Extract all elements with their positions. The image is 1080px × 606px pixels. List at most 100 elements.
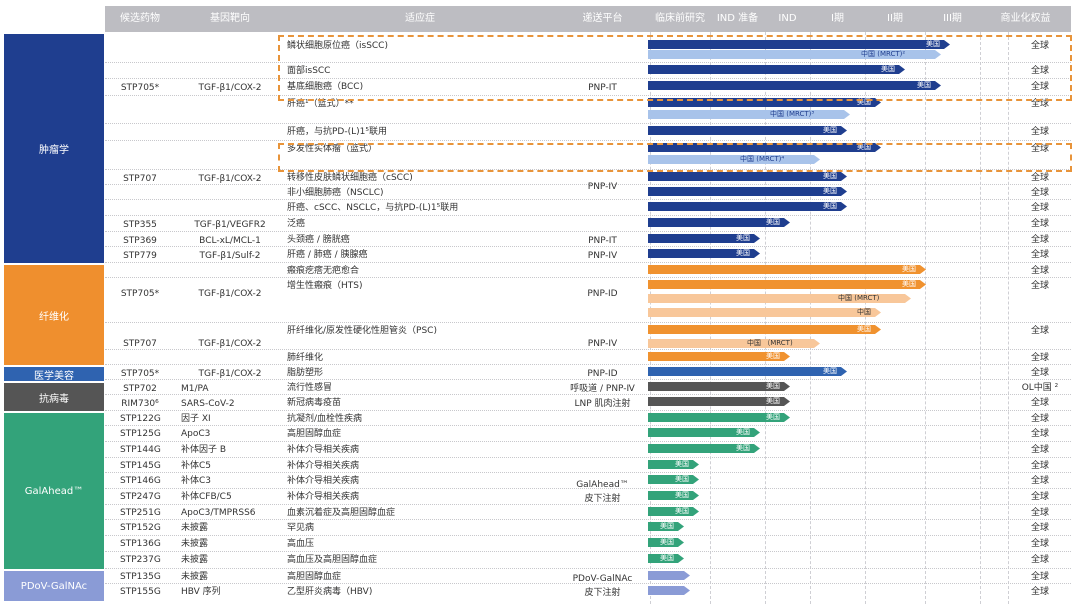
row-divider [105, 425, 1071, 426]
target-name: 补体C3 [181, 476, 212, 486]
progress-bar [648, 234, 760, 243]
indication-label: 高胆固醇血症 [287, 572, 342, 582]
row-divider [105, 364, 1071, 365]
progress-bar [648, 554, 684, 563]
row-divider [105, 262, 1071, 263]
header-phase3: III期 [943, 13, 962, 24]
row-divider [105, 551, 1071, 552]
grid-line [925, 32, 926, 604]
commercial-rights: 全球 [1030, 461, 1049, 471]
row-divider [105, 169, 1071, 170]
header-indication: 适应症 [405, 13, 435, 24]
target-name: 补体因子 B [181, 445, 227, 455]
indication-label: 流行性感冒 [287, 383, 333, 393]
progress-bar [648, 397, 790, 406]
bar-label: 美国 [675, 460, 689, 468]
candidate-name: STP145G [120, 461, 161, 471]
indication-label: 头颈癌 / 膀胱癌 [287, 235, 350, 245]
category-label: 抗病毒 [39, 393, 69, 405]
bar-label: 美国 [766, 382, 780, 390]
target-name: 因子 XI [181, 414, 211, 424]
bar-label: 美国 [736, 249, 750, 257]
bar-label: 美国 [736, 444, 750, 452]
progress-bar [648, 110, 850, 119]
indication-label: 瘢痕疙瘩无疤愈合 [287, 266, 360, 276]
row-divider [105, 277, 1071, 278]
category-pdov-galnac: PDoV-GalNAc [4, 571, 104, 601]
target-name: ApoC3 [181, 429, 211, 439]
row-divider [105, 504, 1071, 505]
progress-bar [648, 538, 684, 547]
progress-bar [648, 40, 950, 49]
header-phase2: II期 [887, 13, 903, 24]
candidate-name: STP136G [120, 539, 161, 549]
highlight-box [278, 143, 1072, 172]
bar-label: 中国 [857, 308, 871, 316]
progress-bar [648, 382, 790, 391]
candidate-name: RIM730⁶ [121, 399, 159, 409]
progress-bar [648, 202, 847, 211]
bar-label: 中国 (MRCT) [838, 294, 880, 302]
progress-bar [648, 187, 847, 196]
progress-bar [648, 143, 881, 152]
progress-bar [648, 249, 760, 258]
indication-label: 补体介导相关疾病 [287, 461, 360, 471]
row-divider [105, 140, 1071, 141]
target-name: 补体C5 [181, 461, 212, 471]
row-divider [105, 231, 1071, 232]
candidate-name: STP135G [120, 572, 161, 582]
indication-label: 非小细胞肺癌（NSCLC) [287, 188, 384, 198]
row-divider [105, 62, 1071, 63]
platform-name: PNP-ID [587, 369, 618, 379]
progress-bar [648, 491, 699, 500]
bar-label: 美国 [857, 325, 871, 333]
platform-name: PNP-IT [588, 83, 617, 93]
target-name: 未披露 [181, 555, 209, 565]
indication-label: 肝纤维化/原发性硬化性胆管炎（PSC) [287, 326, 437, 336]
progress-bar [648, 50, 941, 59]
candidate-name: STP702 [123, 384, 157, 394]
header-preclinical: 临床前研究 [655, 13, 705, 24]
platform-name: LNP 肌肉注射 [574, 399, 631, 409]
bar-label: 美国 [823, 126, 837, 134]
bar-label: 美国 [857, 143, 871, 151]
header-target: 基因靶向 [210, 13, 250, 24]
target-name: TGF-β1/COX-2 [198, 369, 262, 379]
row-divider [105, 246, 1071, 247]
indication-label: 泛癌 [287, 219, 306, 229]
target-name: 未披露 [181, 523, 209, 533]
commercial-rights: 全球 [1030, 508, 1049, 518]
candidate-name: STP146G [120, 476, 161, 486]
bar-label: 美国 [675, 491, 689, 499]
progress-bar [648, 460, 699, 469]
progress-bar [648, 428, 760, 437]
candidate-name: STP705* [120, 369, 160, 379]
grid-line [810, 32, 811, 604]
target-name: M1/PA [181, 384, 209, 394]
commercial-rights: 全球 [1030, 539, 1049, 549]
grid-line [765, 32, 766, 604]
commercial-rights: 全球 [1030, 99, 1049, 109]
candidate-name: STP125G [120, 429, 161, 439]
candidate-name: STP705* [120, 289, 160, 299]
indication-label: 肝癌¹（篮式）** [287, 99, 354, 109]
category-oncology: 肿瘤学 [4, 34, 104, 263]
row-divider [105, 568, 1071, 569]
row-divider [105, 457, 1071, 458]
commercial-rights: 全球 [1030, 368, 1049, 378]
commercial-rights: 全球 [1030, 82, 1049, 92]
indication-label: 脂肪塑形 [287, 368, 324, 378]
row-divider [105, 488, 1071, 489]
bar-label: 美国 [766, 397, 780, 405]
progress-bar [648, 98, 881, 107]
indication-label: 肝癌 / 肺癌 / 胰腺癌 [287, 250, 368, 260]
candidate-name: STP707 [123, 174, 157, 184]
indication-label: 高血压 [287, 539, 315, 549]
bar-label: 美国 [823, 172, 837, 180]
commercial-rights: 全球 [1030, 266, 1049, 276]
header-phase1: I期 [831, 13, 844, 24]
candidate-name: STP355 [123, 220, 157, 230]
row-divider [105, 349, 1071, 350]
category-antiviral: 抗病毒 [4, 383, 104, 411]
indication-label: 基底细胞癌（BCC) [287, 82, 364, 92]
